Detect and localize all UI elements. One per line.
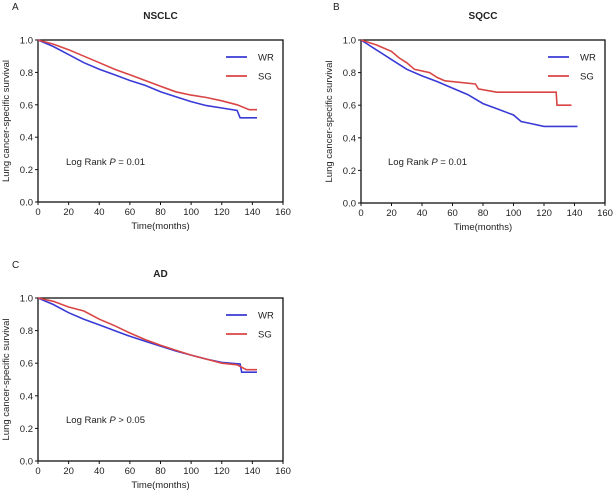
panel-letter: C — [12, 260, 19, 271]
x-tick-label: 20 — [63, 207, 74, 218]
log-rank-annotation: Log Rank P > 0.05 — [66, 415, 145, 426]
y-axis-label: Lung cancer-specific survival — [1, 319, 12, 441]
x-tick-label: 120 — [536, 208, 552, 219]
y-tick-label: 0.6 — [343, 101, 356, 112]
x-tick-label: 160 — [597, 208, 613, 219]
y-tick-label: 0.6 — [20, 100, 33, 111]
legend-label-SG: SG — [580, 72, 594, 83]
x-tick-label: 100 — [183, 207, 199, 218]
x-tick-label: 0 — [358, 208, 363, 219]
x-tick-label: 160 — [275, 466, 291, 477]
y-tick-label: 0.8 — [20, 68, 33, 79]
y-tick-label: 0.2 — [343, 166, 356, 177]
annotation-suffix: = 0.01 — [116, 157, 145, 168]
y-tick-label: 0.8 — [343, 68, 356, 79]
annotation-suffix: = 0.01 — [438, 157, 467, 168]
survival-curve-WR — [37, 297, 257, 373]
annotation-prefix: Log Rank — [66, 157, 109, 168]
x-tick-label: 0 — [35, 466, 40, 477]
x-tick-label: 140 — [244, 466, 260, 477]
legend-label-WR: WR — [580, 53, 596, 64]
panel-C: C AD 0 20 40 60 80 100 120 140 160 0.0 0.2 0.4 0.6 0.8 1… — [1, 260, 291, 491]
x-tick-label: 160 — [275, 207, 291, 218]
x-axis-label: Time(months) — [131, 221, 189, 232]
y-axis-label: Lung cancer-specific survival — [324, 61, 335, 183]
y-tick-label: 1.0 — [343, 36, 356, 47]
legend-label-WR: WR — [258, 311, 274, 322]
survival-curve-SG — [37, 297, 257, 371]
annotation-prefix: Log Rank — [66, 415, 109, 426]
annotation-prefix: Log Rank — [388, 157, 431, 168]
panel-A: A NSCLC 0 20 40 60 80 100 120 140 160 0.0 0.2 0.4 0.6 0… — [1, 2, 291, 232]
x-tick-label: 140 — [244, 207, 260, 218]
x-tick-label: 80 — [478, 208, 489, 219]
x-tick-label: 20 — [63, 466, 74, 477]
plot-frame — [360, 39, 606, 204]
survival-curve-WR — [37, 39, 257, 119]
annotation-suffix: > 0.05 — [116, 415, 145, 426]
chart-title: AD — [153, 269, 167, 280]
y-tick-label: 0.2 — [20, 165, 33, 176]
y-tick-label: 1.0 — [20, 294, 33, 305]
x-tick-label: 80 — [155, 466, 166, 477]
annotation-p: P — [109, 157, 116, 168]
x-tick-label: 60 — [125, 207, 136, 218]
legend-label-SG: SG — [258, 330, 272, 341]
y-tick-label: 1.0 — [20, 36, 33, 47]
log-rank-annotation: Log Rank P = 0.01 — [388, 157, 467, 168]
legend-label-SG: SG — [258, 72, 272, 83]
survival-curve-SG — [360, 39, 572, 106]
y-tick-label: 0.4 — [20, 133, 33, 144]
x-tick-label: 40 — [94, 466, 105, 477]
panel-letter: A — [12, 2, 19, 13]
survival-curve-SG — [37, 39, 257, 111]
chart-title: SQCC — [469, 11, 498, 22]
x-tick-label: 100 — [506, 208, 522, 219]
y-tick-label: 0.8 — [20, 326, 33, 337]
plot-frame — [37, 39, 284, 203]
log-rank-annotation: Log Rank P = 0.01 — [66, 157, 145, 168]
y-axis-label: Lung cancer-specific survival — [1, 60, 12, 182]
x-axis-label: Time(months) — [131, 480, 189, 491]
x-tick-label: 60 — [447, 208, 458, 219]
y-tick-label: 0.0 — [343, 199, 356, 210]
y-tick-label: 0.4 — [343, 133, 356, 144]
chart-title: NSCLC — [143, 11, 177, 22]
y-tick-label: 0.6 — [20, 359, 33, 370]
y-tick-label: 0.0 — [20, 198, 33, 209]
x-tick-label: 120 — [214, 207, 230, 218]
y-tick-label: 0.0 — [20, 457, 33, 468]
panel-letter: B — [333, 2, 340, 13]
x-tick-label: 100 — [183, 466, 199, 477]
x-tick-label: 20 — [386, 208, 397, 219]
x-tick-label: 120 — [214, 466, 230, 477]
x-tick-label: 40 — [417, 208, 428, 219]
x-tick-label: 40 — [94, 207, 105, 218]
y-tick-label: 0.4 — [20, 391, 33, 402]
plot-frame — [37, 297, 284, 462]
x-axis-label: Time(months) — [454, 222, 512, 233]
annotation-p: P — [431, 157, 438, 168]
survival-curve-WR — [360, 39, 578, 128]
y-tick-label: 0.2 — [20, 424, 33, 435]
panel-B: B SQCC 0 20 40 60 80 100 120 140 160 0.0 0.2 0.4 0.6 0.… — [324, 2, 613, 233]
legend-label-WR: WR — [258, 53, 274, 64]
x-tick-label: 60 — [125, 466, 136, 477]
x-tick-label: 80 — [155, 207, 166, 218]
annotation-p: P — [109, 415, 116, 426]
x-tick-label: 140 — [567, 208, 583, 219]
x-tick-label: 0 — [35, 207, 40, 218]
